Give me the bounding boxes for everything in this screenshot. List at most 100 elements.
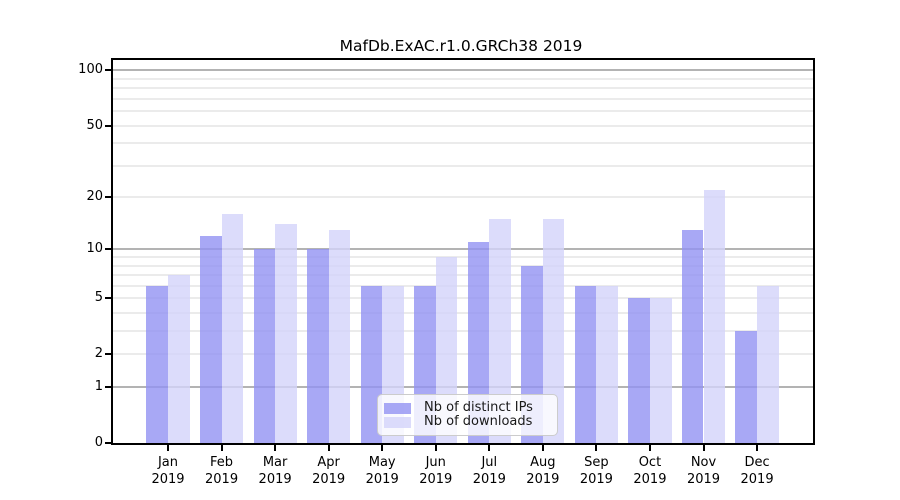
bar-downloads (168, 275, 190, 443)
minor-gridline (113, 264, 813, 267)
bar-downloads (596, 285, 618, 443)
x-tick-label: Feb 2019 (190, 454, 254, 488)
legend: Nb of distinct IPs Nb of downloads (377, 394, 558, 436)
minor-gridline (113, 297, 813, 300)
x-tick-label: Nov 2019 (672, 454, 736, 488)
y-tick-mark (105, 124, 111, 127)
bar-downloads (275, 224, 297, 443)
minor-gridline (113, 284, 813, 287)
bar-distinct-ips (467, 242, 490, 443)
bar-distinct-ips (146, 285, 168, 443)
y-tick-label: 100 (78, 62, 103, 78)
y-tick-label: 1 (94, 379, 103, 395)
bar-distinct-ips (360, 285, 383, 443)
x-tick-year: 2019 (740, 472, 774, 487)
bar-distinct-ips (735, 331, 758, 443)
major-gridline (113, 248, 813, 251)
x-tick-year: 2019 (579, 472, 613, 487)
x-tick-year: 2019 (526, 472, 560, 487)
y-tick-label: 20 (86, 189, 103, 205)
x-tick-mark (327, 445, 330, 451)
minor-gridline (113, 196, 813, 199)
x-tick-year: 2019 (365, 472, 399, 487)
x-tick-year: 2019 (419, 472, 453, 487)
x-tick-year: 2019 (312, 472, 346, 487)
minor-gridline (113, 87, 813, 90)
y-tick-mark (105, 386, 111, 389)
y-tick-mark (105, 353, 111, 356)
major-gridline (113, 386, 813, 389)
distinct-ips-swatch (384, 402, 411, 414)
bar-downloads (489, 219, 511, 443)
legend-item-distinct-ips: Nb of distinct IPs (384, 401, 549, 415)
x-tick-mark (220, 445, 223, 451)
downloads-swatch (384, 416, 411, 428)
x-tick-year: 2019 (472, 472, 506, 487)
x-tick-mark (541, 445, 544, 451)
bar-distinct-ips (574, 285, 597, 443)
minor-gridline (113, 164, 813, 167)
bar-downloads (542, 219, 565, 443)
bar-downloads (703, 189, 726, 443)
minor-gridline (113, 274, 813, 277)
x-tick-year: 2019 (686, 472, 721, 487)
bar-downloads (649, 298, 672, 443)
x-tick-label: Jan 2019 (136, 454, 200, 488)
bar-distinct-ips (628, 298, 650, 443)
x-tick-mark (167, 445, 169, 451)
minor-gridline (113, 256, 813, 259)
x-tick-label: Sep 2019 (564, 454, 628, 488)
legend-item-downloads: Nb of downloads (384, 415, 549, 429)
legend-label-distinct-ips: Nb of distinct IPs (424, 400, 533, 415)
y-tick-label: 0 (94, 435, 103, 450)
x-tick-label: Jul 2019 (457, 454, 521, 488)
major-gridline (113, 69, 813, 72)
x-tick-year: 2019 (633, 472, 667, 487)
bar-distinct-ips (307, 249, 329, 443)
bar-downloads (757, 285, 779, 443)
x-tick-year: 2019 (258, 472, 292, 487)
x-tick-year: 2019 (205, 472, 239, 487)
x-tick-label: May 2019 (350, 454, 414, 488)
bar-distinct-ips (681, 230, 704, 443)
minor-gridline (113, 353, 813, 356)
bar-downloads (221, 214, 244, 443)
x-tick-mark (274, 445, 277, 451)
bar-distinct-ips (199, 236, 222, 443)
minor-gridline (113, 330, 813, 333)
x-tick-label: Mar 2019 (243, 454, 307, 488)
minor-gridline (113, 77, 813, 80)
x-tick-mark (756, 445, 759, 451)
x-tick-mark (381, 445, 384, 451)
chart-title: MafDb.ExAC.r1.0.GRCh38 2019 (339, 37, 583, 55)
x-tick-mark (702, 445, 705, 451)
y-tick-mark (105, 442, 111, 444)
x-tick-label: Jun 2019 (404, 454, 468, 488)
minor-gridline (113, 97, 813, 100)
x-tick-mark (488, 445, 491, 451)
y-tick-mark (105, 297, 111, 300)
x-tick-label: Oct 2019 (618, 454, 682, 488)
y-tick-mark (105, 196, 111, 199)
bar-downloads (328, 230, 351, 443)
x-tick-label: Aug 2019 (511, 454, 575, 488)
minor-gridline (113, 312, 813, 315)
minor-gridline (113, 142, 813, 145)
y-tick-label: 10 (86, 241, 103, 257)
minor-gridline (113, 110, 813, 113)
y-tick-label: 2 (94, 346, 103, 362)
plot-area (111, 58, 815, 445)
bar-distinct-ips (253, 249, 276, 443)
x-tick-mark (648, 445, 651, 451)
x-tick-label: Dec 2019 (725, 454, 789, 488)
y-tick-label: 5 (94, 290, 103, 306)
x-tick-label: Apr 2019 (297, 454, 361, 488)
x-tick-mark (434, 445, 437, 451)
minor-gridline (113, 124, 813, 127)
y-tick-mark (105, 248, 111, 251)
y-tick-mark (105, 69, 111, 72)
legend-label-downloads: Nb of downloads (424, 414, 533, 429)
y-tick-label: 50 (86, 117, 103, 133)
x-tick-year: 2019 (151, 472, 185, 487)
